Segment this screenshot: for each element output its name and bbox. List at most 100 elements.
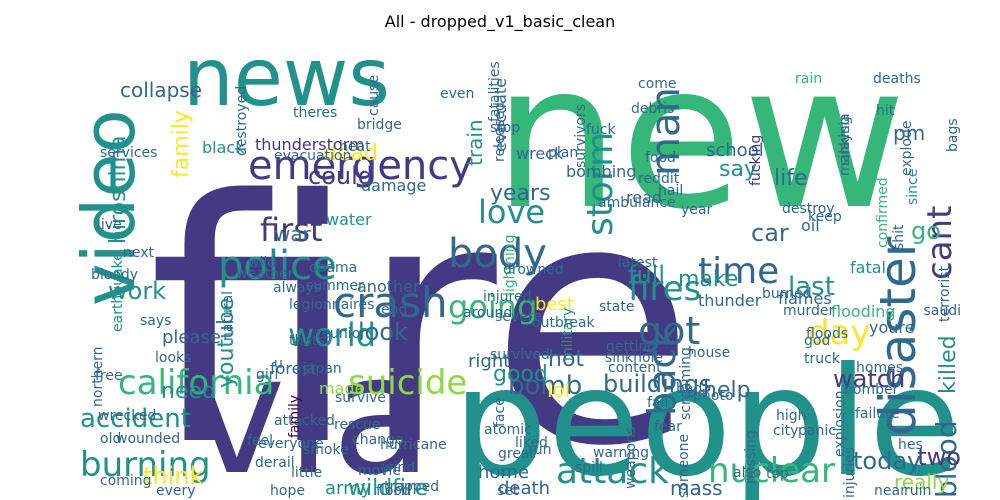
word-getting: getting <box>606 339 657 355</box>
word-obama: obama <box>309 260 358 276</box>
word-help: help <box>703 378 751 403</box>
word-bloody: bloody <box>91 267 139 283</box>
word-wildfire: wildfire <box>348 476 429 500</box>
word-fatal: fatal <box>850 258 886 277</box>
word-summer: summer <box>306 278 364 294</box>
word-go: go <box>911 217 941 245</box>
word-wind: wind <box>382 460 416 476</box>
word-high: high <box>776 408 807 424</box>
word-year: year <box>681 202 713 218</box>
word-keep: keep <box>808 209 842 225</box>
word-next: next <box>123 245 155 261</box>
word-great: great <box>498 446 536 462</box>
word-ruin: ruin <box>904 483 932 499</box>
word-thats: thats <box>289 333 325 349</box>
word-really: really <box>894 470 950 494</box>
word-hurricane: hurricane <box>380 437 447 453</box>
word-good: good <box>493 362 548 387</box>
word-rain: rain <box>795 71 823 87</box>
word-bomb: bomb <box>508 371 583 401</box>
word-shit: shit <box>891 224 907 250</box>
word-today: today <box>853 447 922 475</box>
word-little: little <box>291 465 323 481</box>
word-fires: fires <box>628 269 702 309</box>
word-california: california <box>118 363 275 403</box>
word-hail: hail <box>658 183 684 199</box>
word-time: time <box>698 251 780 292</box>
word-need: need <box>161 379 216 404</box>
word-day: day <box>808 313 871 353</box>
word-cloud: fire new via people news video emergency disast… <box>38 36 963 500</box>
word-crash: crash <box>333 278 448 327</box>
word-emergency: emergency <box>248 143 473 189</box>
word-fear: fear <box>654 419 682 435</box>
word-even: even <box>440 86 475 102</box>
word-forest: forest <box>270 359 317 378</box>
word-top: top <box>766 466 789 482</box>
word-end: end <box>381 302 408 318</box>
word-attack: attack <box>556 451 669 492</box>
word-years: years <box>490 181 551 206</box>
word-hot: hot <box>548 347 585 372</box>
word-liked: liked <box>515 435 548 451</box>
word-two: two <box>917 443 961 471</box>
word-heat: heat <box>339 139 371 155</box>
word-first: first <box>260 211 323 249</box>
word-earthquake: earthquake <box>110 252 126 332</box>
word-bad: bad <box>676 381 703 397</box>
word-plan: plan <box>548 145 579 161</box>
chart-title: All - dropped_v1_basic_clean <box>384 12 616 31</box>
word-buildings: buildings <box>603 370 712 398</box>
word-black: black <box>202 138 245 157</box>
word-look: look <box>358 318 408 346</box>
word-via: via <box>188 319 433 500</box>
word-watch: watch <box>833 365 906 393</box>
word-explode: explode <box>899 120 915 177</box>
word-make: make <box>678 267 739 292</box>
word-destroy: destroy <box>782 201 835 217</box>
word-girl: girl <box>256 367 279 383</box>
word-deaths: deaths <box>873 71 921 87</box>
word-world: world <box>288 316 377 354</box>
word-thunder: thunder <box>698 291 762 310</box>
word-suicide: suicide <box>348 363 468 403</box>
word-content: content <box>608 360 662 376</box>
word-train: train <box>463 119 487 166</box>
word-every: every <box>156 483 196 499</box>
word-severe: severe <box>495 309 542 325</box>
word-going: going <box>448 288 538 326</box>
word-floods: floods <box>806 326 849 342</box>
word-fall: fall <box>647 395 669 411</box>
word-collapse: collapse <box>120 78 203 102</box>
word-saudi: saudi <box>923 303 961 319</box>
word-injuries: injuries <box>842 446 858 498</box>
word-derail: derail <box>255 455 295 471</box>
word-set: set <box>497 483 519 499</box>
word-ambulance: ambulance <box>598 195 676 211</box>
word-water: water <box>326 210 372 229</box>
word-confirmed: confirmed <box>875 177 891 248</box>
word-right: right <box>468 351 511 372</box>
word-face: face <box>492 397 508 427</box>
word-body: body <box>448 231 547 277</box>
word-everyone: everyone <box>258 436 324 452</box>
word-trapped: trapped <box>384 479 440 495</box>
word-flooding: flooding <box>831 302 896 321</box>
word-last: last <box>788 272 835 302</box>
word-drowned: drowned <box>503 262 564 278</box>
word-cause: cause <box>366 74 382 116</box>
word-damage: damage <box>361 176 427 195</box>
word-dead: dead <box>323 141 378 166</box>
word-sinkhole: sinkhole <box>605 350 664 366</box>
word-state: state <box>599 299 635 315</box>
word-injured: injured <box>483 289 532 305</box>
word-wounded: wounded <box>116 431 181 447</box>
word-services: services <box>100 145 158 161</box>
word-run: run <box>528 442 552 458</box>
word-army: army <box>325 478 372 499</box>
word-truck: truck <box>804 351 840 367</box>
word-please: please <box>162 327 221 348</box>
word-coming: coming <box>100 473 152 489</box>
word-burning: burning <box>80 445 211 485</box>
word-survive: survive <box>335 390 386 406</box>
